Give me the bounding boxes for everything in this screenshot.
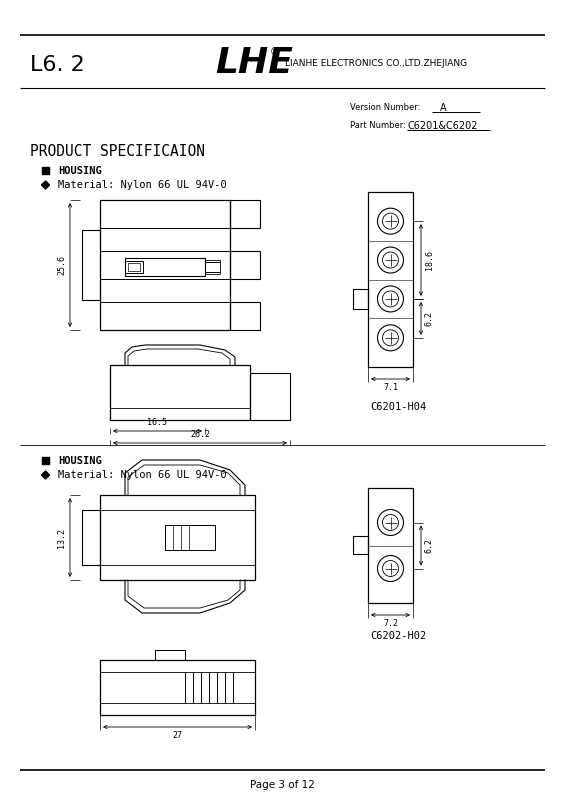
Bar bbox=[353, 289, 368, 309]
Text: HOUSING: HOUSING bbox=[58, 456, 102, 466]
Polygon shape bbox=[41, 181, 50, 189]
Text: PRODUCT SPECIFICAION: PRODUCT SPECIFICAION bbox=[30, 145, 205, 159]
Text: LIANHE ELECTRONICS CO.,LTD.ZHEJIANG: LIANHE ELECTRONICS CO.,LTD.ZHEJIANG bbox=[285, 58, 467, 67]
Text: 7.1: 7.1 bbox=[383, 383, 398, 392]
Bar bbox=[82, 230, 100, 300]
Bar bbox=[230, 200, 260, 228]
Text: 6.2: 6.2 bbox=[425, 311, 434, 326]
Bar bbox=[100, 200, 230, 330]
Text: 13.2: 13.2 bbox=[57, 527, 66, 547]
Bar bbox=[368, 488, 413, 603]
Text: Version Number:: Version Number: bbox=[350, 103, 420, 113]
Bar bbox=[230, 302, 260, 330]
Text: C6202-H02: C6202-H02 bbox=[370, 631, 426, 641]
Text: C6201-H04: C6201-H04 bbox=[370, 402, 426, 412]
Bar bbox=[368, 192, 413, 367]
Text: Material: Nylon 66 UL 94V-0: Material: Nylon 66 UL 94V-0 bbox=[58, 470, 227, 480]
Bar bbox=[165, 525, 215, 550]
Text: 27: 27 bbox=[172, 731, 182, 740]
Bar bbox=[125, 258, 205, 276]
Text: HOUSING: HOUSING bbox=[58, 166, 102, 176]
Bar bbox=[100, 660, 255, 715]
Text: C6201&C6202: C6201&C6202 bbox=[408, 121, 479, 131]
Text: Page 3 of 12: Page 3 of 12 bbox=[250, 780, 315, 790]
Text: A: A bbox=[440, 103, 446, 113]
Bar bbox=[205, 260, 220, 274]
Bar bbox=[100, 495, 255, 580]
Bar bbox=[42, 457, 49, 464]
Text: 26.2: 26.2 bbox=[190, 430, 210, 439]
Text: 7.2: 7.2 bbox=[383, 619, 398, 628]
Bar bbox=[82, 510, 100, 565]
Text: ®: ® bbox=[270, 47, 280, 57]
Bar bbox=[230, 251, 260, 279]
Bar bbox=[250, 373, 290, 420]
Text: Part Number:: Part Number: bbox=[350, 122, 406, 130]
Text: LHE: LHE bbox=[215, 46, 293, 80]
Text: 18.6: 18.6 bbox=[425, 250, 434, 270]
Polygon shape bbox=[41, 471, 50, 479]
Text: 16.5: 16.5 bbox=[147, 418, 167, 427]
Bar bbox=[155, 650, 185, 660]
Text: L6. 2: L6. 2 bbox=[30, 55, 85, 75]
Bar bbox=[110, 365, 250, 420]
Bar bbox=[42, 167, 49, 174]
Bar bbox=[125, 261, 143, 273]
Bar bbox=[353, 536, 368, 554]
Text: 25.6: 25.6 bbox=[57, 255, 66, 275]
Text: Material: Nylon 66 UL 94V-0: Material: Nylon 66 UL 94V-0 bbox=[58, 180, 227, 190]
Text: 6.2: 6.2 bbox=[425, 538, 434, 553]
Bar bbox=[128, 263, 140, 271]
